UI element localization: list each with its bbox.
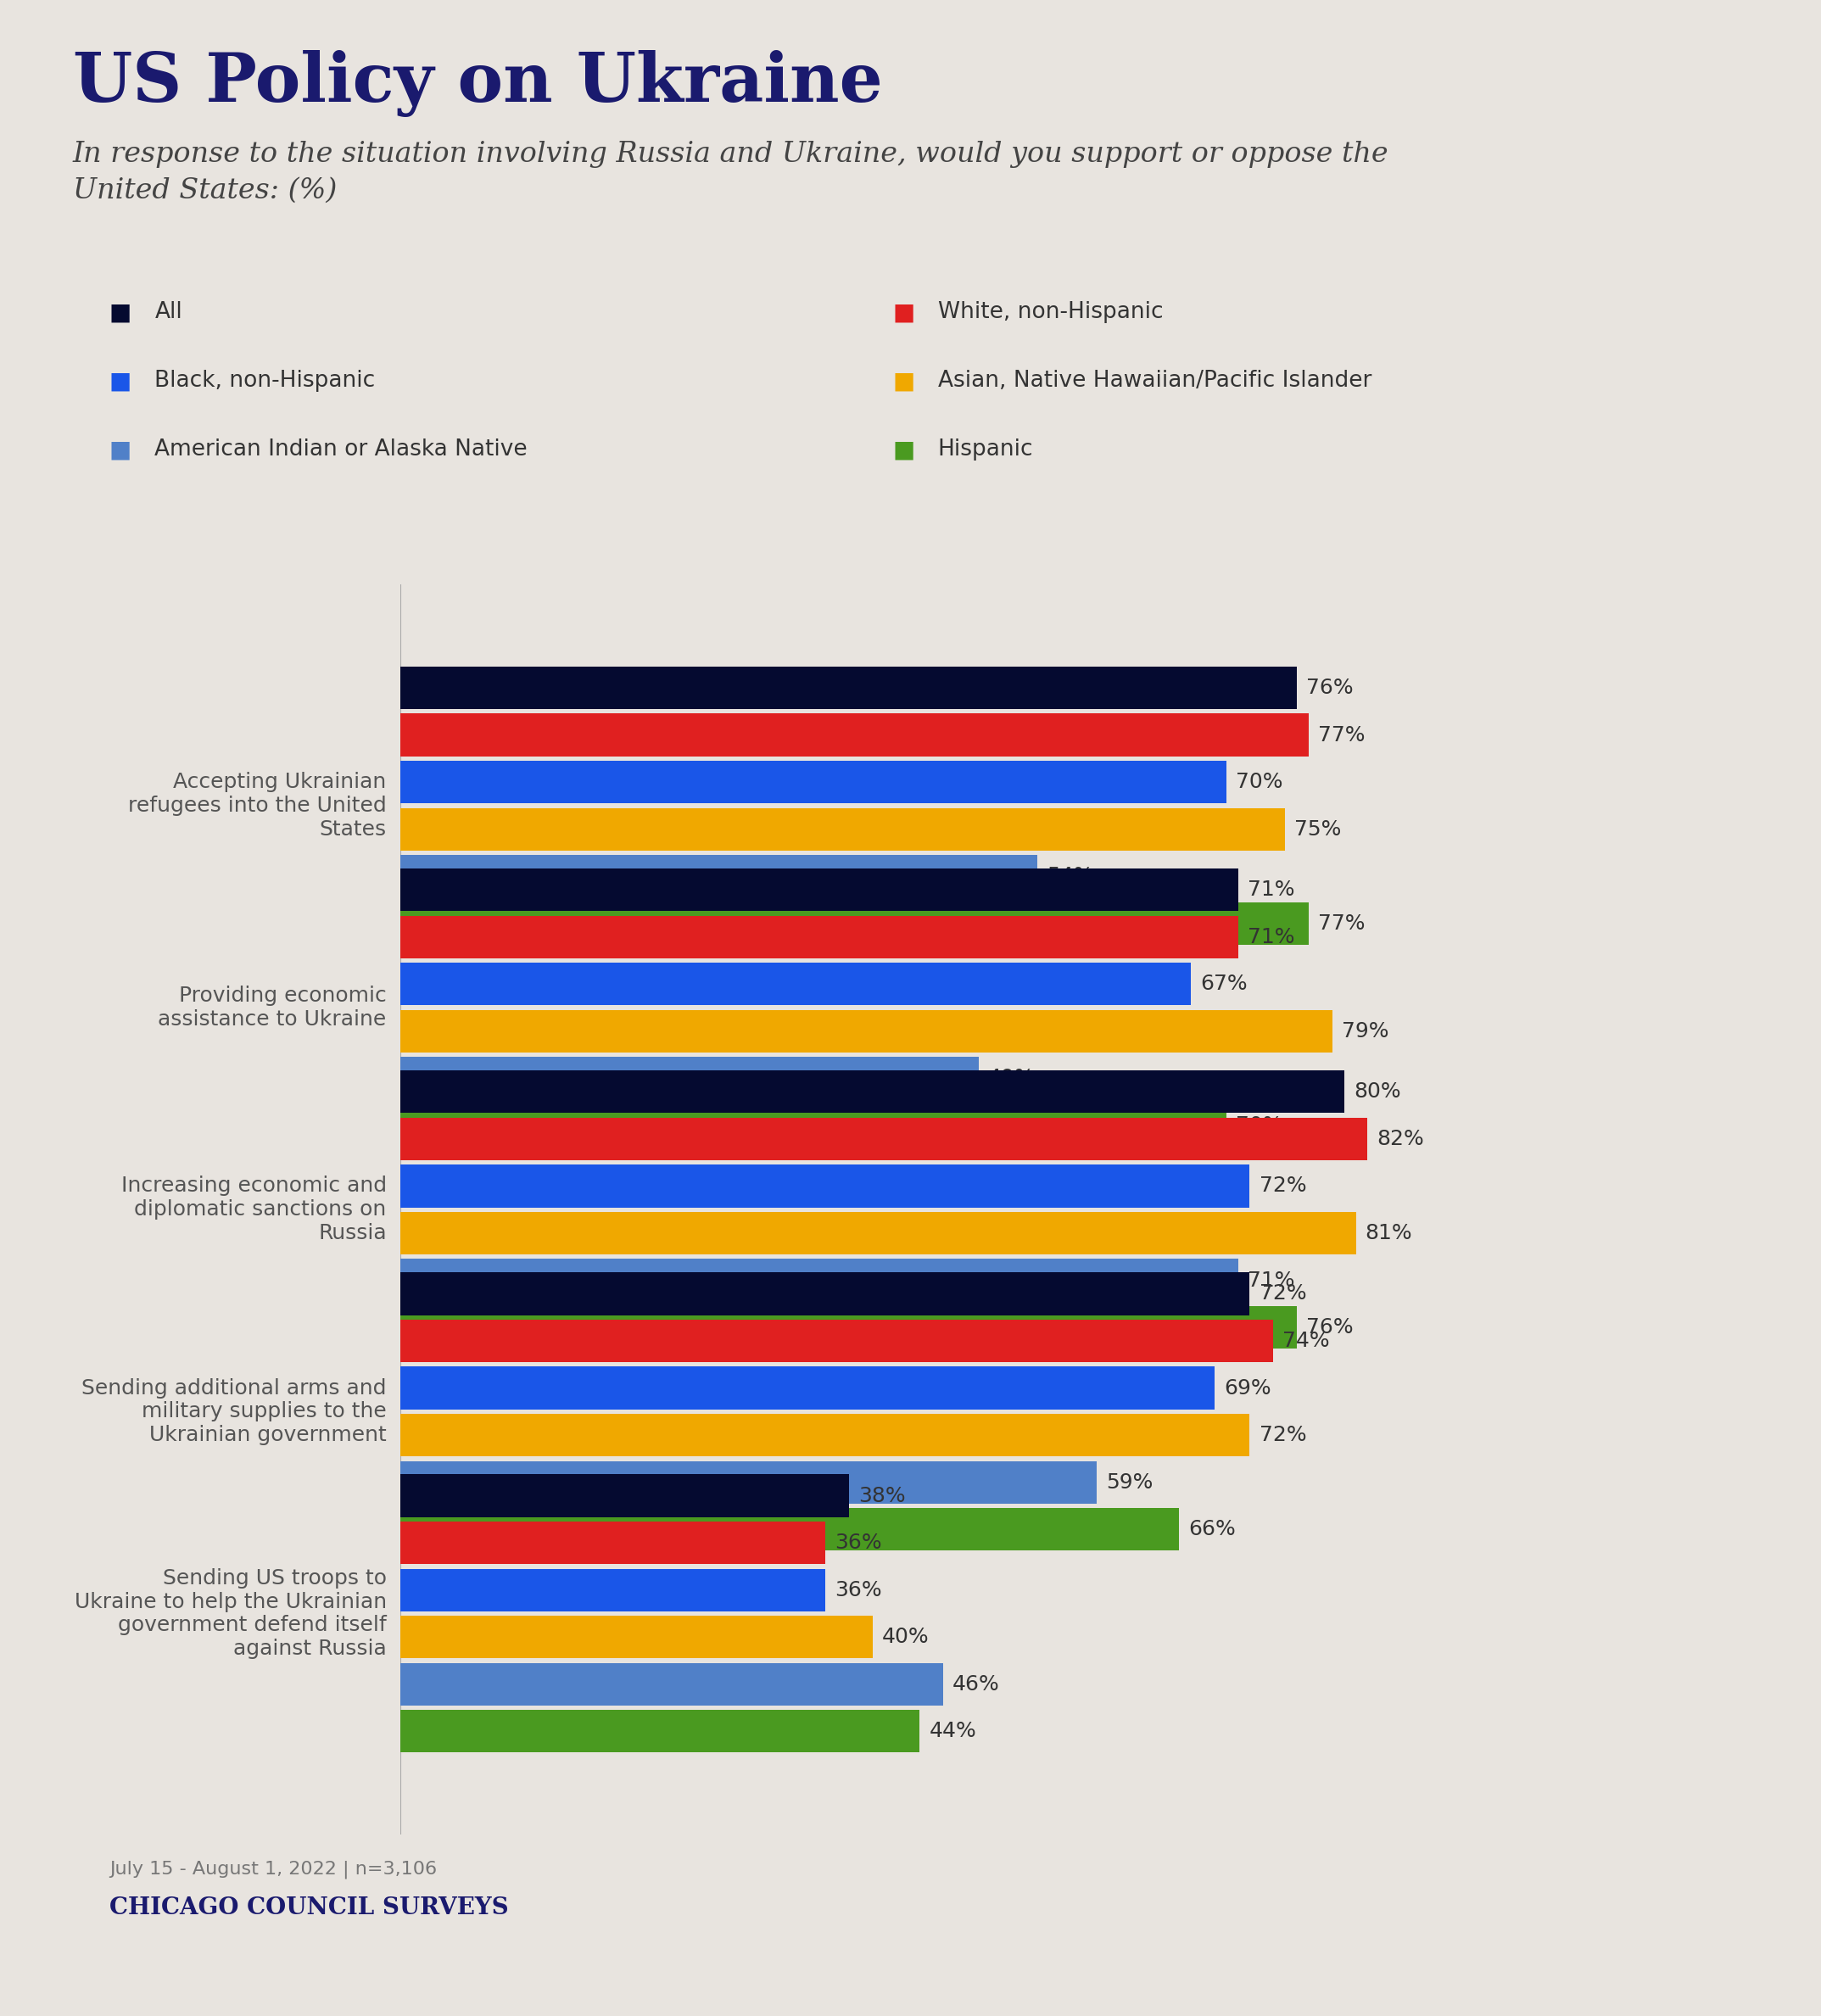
Bar <box>401 1474 849 1516</box>
Text: 36%: 36% <box>834 1532 881 1552</box>
Text: ■: ■ <box>109 300 131 325</box>
Text: 75%: 75% <box>1295 818 1342 839</box>
Bar <box>401 1522 825 1564</box>
Text: July 15 - August 1, 2022 | n=3,106: July 15 - August 1, 2022 | n=3,106 <box>109 1861 437 1879</box>
Bar <box>401 808 1286 851</box>
Text: 46%: 46% <box>952 1673 1000 1693</box>
Text: 66%: 66% <box>1189 1520 1236 1540</box>
Text: 69%: 69% <box>1224 1377 1271 1399</box>
Bar <box>401 1165 1249 1208</box>
Text: In response to the situation involving Russia and Ukraine, would you support or : In response to the situation involving R… <box>73 141 1389 204</box>
Text: White, non-Hispanic: White, non-Hispanic <box>938 302 1164 323</box>
Text: 79%: 79% <box>1342 1020 1389 1042</box>
Text: American Indian or Alaska Native: American Indian or Alaska Native <box>155 439 528 460</box>
Bar <box>401 714 1309 756</box>
Bar <box>401 1508 1178 1550</box>
Text: 38%: 38% <box>858 1486 905 1506</box>
Text: ■: ■ <box>892 437 914 462</box>
Bar <box>401 903 1309 946</box>
Text: Black, non-Hispanic: Black, non-Hispanic <box>155 371 375 391</box>
Text: 77%: 77% <box>1318 726 1366 746</box>
Text: All: All <box>155 302 182 323</box>
Bar <box>401 1367 1215 1409</box>
Text: 76%: 76% <box>1306 677 1353 698</box>
Bar <box>401 1306 1297 1349</box>
Text: Hispanic: Hispanic <box>938 439 1033 460</box>
Bar <box>401 1568 825 1611</box>
Text: 36%: 36% <box>834 1581 881 1601</box>
Text: 71%: 71% <box>1247 879 1295 899</box>
Bar <box>401 1462 1096 1504</box>
Text: 80%: 80% <box>1353 1083 1400 1103</box>
Text: 59%: 59% <box>1105 1472 1153 1492</box>
Text: 81%: 81% <box>1366 1224 1413 1244</box>
Text: 82%: 82% <box>1377 1129 1424 1149</box>
Text: ■: ■ <box>109 369 131 393</box>
Text: 71%: 71% <box>1247 927 1295 948</box>
Text: Asian, Native Hawaiian/Pacific Islander: Asian, Native Hawaiian/Pacific Islander <box>938 371 1371 391</box>
Text: ■: ■ <box>109 437 131 462</box>
Bar <box>401 869 1238 911</box>
Bar <box>401 855 1038 897</box>
Text: 71%: 71% <box>1247 1270 1295 1290</box>
Bar <box>401 1710 920 1752</box>
Bar <box>401 1117 1368 1161</box>
Bar <box>401 964 1191 1006</box>
Bar <box>401 1105 1226 1147</box>
Text: 76%: 76% <box>1306 1316 1353 1337</box>
Bar <box>401 1212 1357 1254</box>
Bar <box>401 1258 1238 1302</box>
Bar <box>401 1615 872 1659</box>
Text: 54%: 54% <box>1047 867 1094 887</box>
Bar <box>401 915 1238 958</box>
Text: 72%: 72% <box>1258 1284 1306 1304</box>
Text: 44%: 44% <box>929 1722 976 1742</box>
Text: 49%: 49% <box>989 1068 1034 1089</box>
Text: ■: ■ <box>892 369 914 393</box>
Bar <box>401 1070 1344 1113</box>
Text: ■: ■ <box>892 300 914 325</box>
Text: 72%: 72% <box>1258 1425 1306 1445</box>
Bar <box>401 1320 1273 1363</box>
Text: 74%: 74% <box>1282 1331 1329 1351</box>
Bar <box>401 760 1226 804</box>
Bar <box>401 667 1297 710</box>
Text: 70%: 70% <box>1236 1115 1282 1135</box>
Text: 40%: 40% <box>881 1627 929 1647</box>
Text: CHICAGO COUNCIL SURVEYS: CHICAGO COUNCIL SURVEYS <box>109 1897 508 1919</box>
Text: 72%: 72% <box>1258 1175 1306 1195</box>
Bar <box>401 1056 978 1099</box>
Bar <box>401 1413 1249 1456</box>
Bar <box>401 1663 943 1706</box>
Text: 77%: 77% <box>1318 913 1366 933</box>
Bar <box>401 1010 1333 1052</box>
Text: 70%: 70% <box>1236 772 1282 792</box>
Text: US Policy on Ukraine: US Policy on Ukraine <box>73 50 883 117</box>
Bar <box>401 1272 1249 1314</box>
Text: 67%: 67% <box>1200 974 1247 994</box>
